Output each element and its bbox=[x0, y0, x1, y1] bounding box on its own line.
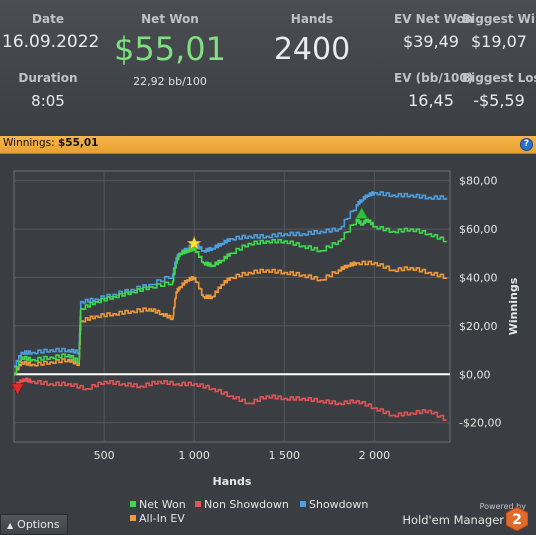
duration-label: Duration bbox=[18, 71, 78, 85]
biggest-loss-label: Biggest Loss bbox=[462, 71, 536, 85]
legend-swatch-non-showdown bbox=[195, 501, 201, 507]
help-icon[interactable]: ? bbox=[520, 138, 533, 151]
net-won-bb100: 22,92 bb/100 bbox=[133, 75, 207, 88]
max-point-triangle-marker bbox=[355, 206, 369, 219]
x-tick-label: 500 bbox=[94, 449, 115, 462]
net-won-label: Net Won bbox=[141, 12, 199, 26]
biggest-loss-value: -$5,59 bbox=[473, 91, 525, 110]
options-button[interactable]: ▲ Options bbox=[0, 514, 68, 535]
biggest-win-label: Biggest Win bbox=[462, 12, 536, 26]
series-line-non-showdown bbox=[14, 377, 448, 421]
winnings-title: Winnings: $55,01 bbox=[3, 137, 99, 149]
powered-by-label: Powered by bbox=[479, 502, 526, 511]
winnings-title-label: Winnings: bbox=[3, 137, 55, 149]
net-won-value: $55,01 bbox=[114, 30, 226, 68]
y-tick-label: $80,00 bbox=[459, 175, 498, 188]
ev-bb100-value: 16,45 bbox=[408, 91, 454, 110]
y-tick-label: $20,00 bbox=[459, 320, 498, 333]
ev-net-won-label: EV Net Won bbox=[394, 12, 474, 26]
options-label: Options bbox=[17, 518, 60, 531]
brand-name: Hold'em Manager bbox=[402, 513, 504, 527]
biggest-win-value: $19,07 bbox=[471, 32, 527, 51]
winnings-graph-area: 500 1 000 1 500 2 000 $80,00 $60,00 $40,00 $20,… bbox=[0, 155, 536, 535]
date-value: 16.09.2022 bbox=[2, 32, 100, 52]
y-tick-label: $0,00 bbox=[459, 368, 491, 381]
legend-label-showdown: Showdown bbox=[309, 498, 368, 511]
hands-label: Hands bbox=[290, 12, 334, 26]
date-label: Date bbox=[32, 12, 64, 26]
min-point-triangle-marker bbox=[11, 383, 25, 396]
hands-value: 2400 bbox=[273, 32, 351, 67]
legend-label-non-showdown: Non Showdown bbox=[204, 498, 289, 511]
brand-logo-number: 2 bbox=[512, 512, 522, 528]
best-point-star-marker bbox=[186, 235, 202, 250]
legend-swatch-showdown bbox=[300, 501, 306, 507]
x-axis-title: Hands bbox=[213, 475, 252, 488]
y-tick-label: $60,00 bbox=[459, 223, 498, 236]
y-axis-title: Winnings bbox=[507, 277, 520, 335]
legend-swatch-net-won bbox=[130, 501, 136, 507]
y-tick-label: $40,00 bbox=[459, 271, 498, 284]
x-tick-label: 2 000 bbox=[359, 449, 391, 462]
ev-net-won-value: $39,49 bbox=[403, 32, 459, 51]
series-line-net-won bbox=[14, 218, 448, 376]
session-stats-panel: Date 16.09.2022 Duration 8:05 Net Won $5… bbox=[0, 0, 536, 136]
x-tick-label: 1 000 bbox=[178, 449, 210, 462]
x-tick-label: 1 500 bbox=[268, 449, 300, 462]
legend-label-net-won: Net Won bbox=[139, 498, 186, 511]
duration-value: 8:05 bbox=[31, 92, 65, 110]
y-tick-label: -$20,00 bbox=[459, 417, 501, 430]
caret-up-icon: ▲ bbox=[7, 521, 14, 530]
ev-bb100-label: EV (bb/100) bbox=[394, 71, 474, 85]
winnings-title-bar: Winnings: $55,01 ? bbox=[0, 136, 536, 154]
hm2-logo-icon: 2 bbox=[506, 507, 528, 531]
legend-label-all-in-ev: All-In EV bbox=[139, 512, 185, 525]
legend-swatch-all-in-ev bbox=[130, 515, 136, 521]
plot-area bbox=[13, 170, 451, 443]
winnings-graph: 500 1 000 1 500 2 000 $80,00 $60,00 $40,00 $20,… bbox=[11, 170, 520, 525]
winnings-title-value: $55,01 bbox=[57, 137, 99, 149]
